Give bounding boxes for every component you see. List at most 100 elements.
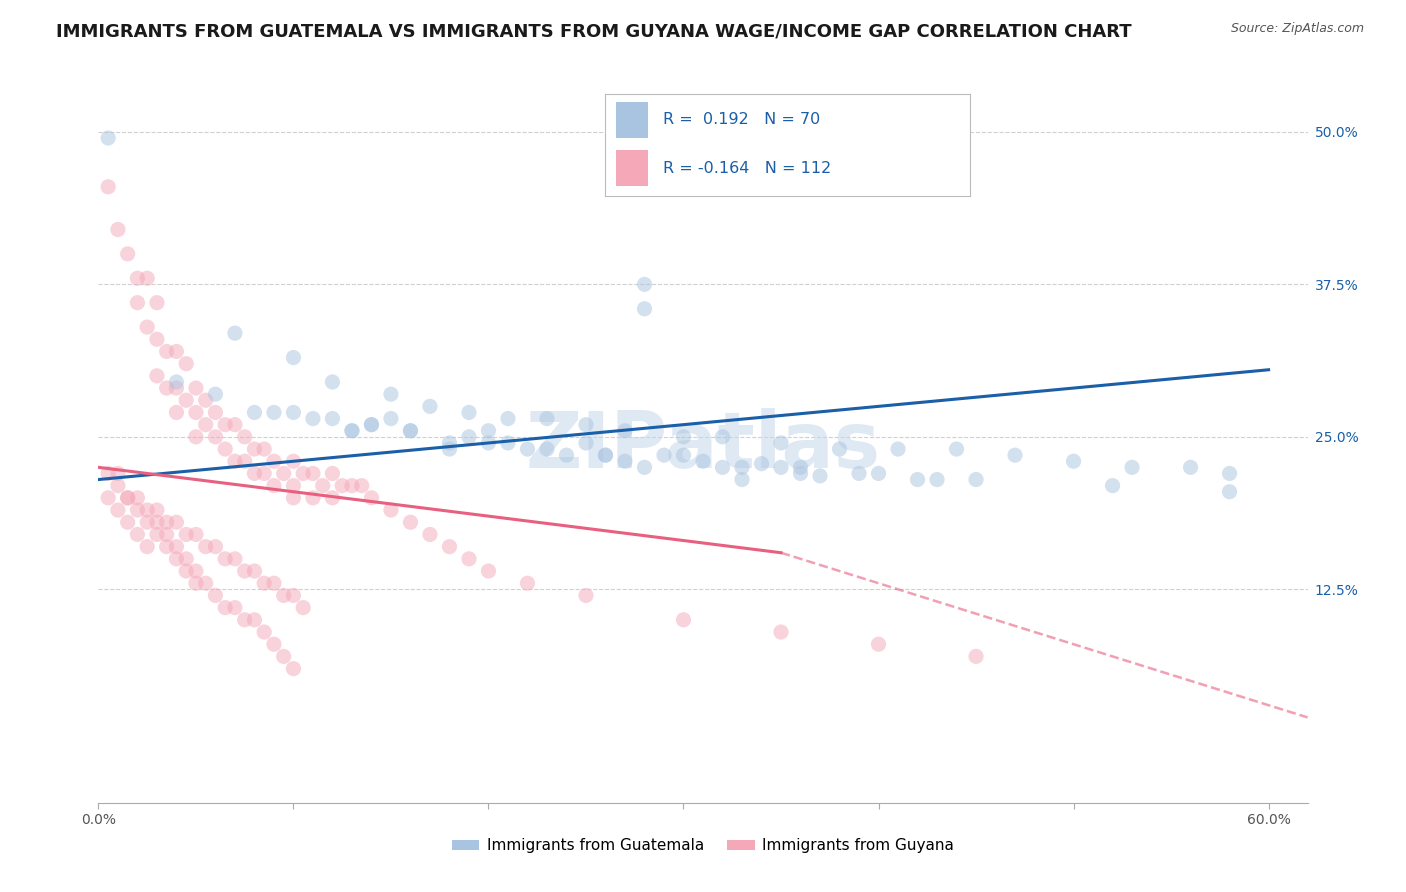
Point (127, 527, 149, 541)
Point (380, 387, 402, 401)
Text: R =  0.192   N = 70: R = 0.192 N = 70 (664, 112, 820, 128)
Point (243, 442, 266, 456)
Point (769, 625, 792, 640)
Point (214, 417, 236, 432)
Point (174, 564, 197, 578)
Point (887, 442, 910, 456)
Point (194, 540, 217, 554)
Point (165, 381, 187, 395)
Point (243, 613, 266, 627)
Point (614, 454, 637, 468)
Point (233, 454, 256, 468)
Point (945, 442, 967, 456)
Point (273, 467, 295, 481)
Point (321, 411, 343, 425)
Point (253, 576, 276, 591)
Point (146, 527, 169, 541)
Point (146, 368, 169, 383)
Point (184, 405, 207, 419)
Point (194, 393, 217, 408)
Point (253, 625, 276, 640)
Point (146, 503, 169, 517)
Point (214, 600, 236, 615)
Point (263, 454, 285, 468)
Point (97, 131, 120, 145)
Point (1180, 460, 1202, 475)
Point (965, 649, 987, 664)
Point (97, 467, 120, 481)
Point (165, 405, 187, 419)
Point (165, 375, 187, 389)
Point (224, 326, 246, 341)
Text: Source: ZipAtlas.com: Source: ZipAtlas.com (1230, 22, 1364, 36)
Point (136, 271, 159, 285)
Point (165, 540, 187, 554)
Point (97, 491, 120, 505)
Point (174, 527, 197, 541)
Point (204, 387, 226, 401)
Point (127, 503, 149, 517)
Point (330, 478, 353, 492)
Point (156, 527, 179, 541)
Point (516, 576, 538, 591)
Point (1004, 448, 1026, 462)
Point (536, 411, 558, 425)
Point (360, 417, 382, 432)
Point (731, 460, 754, 475)
Point (184, 527, 207, 541)
Point (107, 222, 129, 236)
Point (868, 637, 890, 651)
Point (283, 405, 305, 419)
Point (711, 430, 734, 444)
Point (146, 515, 169, 529)
Point (136, 540, 159, 554)
Point (595, 448, 617, 462)
Point (136, 515, 159, 529)
Point (243, 564, 266, 578)
Point (439, 540, 461, 554)
Point (97, 179, 120, 194)
Point (156, 515, 179, 529)
Point (360, 417, 382, 432)
Point (731, 473, 754, 487)
Point (204, 540, 226, 554)
Point (204, 430, 226, 444)
Point (419, 400, 441, 414)
Point (458, 551, 481, 566)
Point (516, 442, 538, 456)
Point (868, 467, 890, 481)
Point (136, 320, 159, 334)
Legend: Immigrants from Guatemala, Immigrants from Guyana: Immigrants from Guatemala, Immigrants fr… (446, 832, 960, 859)
Point (808, 469, 831, 483)
Point (302, 491, 325, 505)
Point (243, 405, 266, 419)
Point (672, 430, 695, 444)
Point (263, 576, 285, 591)
Point (127, 271, 149, 285)
Point (477, 564, 499, 578)
Point (672, 448, 695, 462)
Point (633, 460, 655, 475)
Point (439, 442, 461, 456)
Text: ZIPatlas: ZIPatlas (526, 408, 880, 484)
Point (399, 424, 422, 438)
Point (233, 613, 256, 627)
Point (224, 417, 246, 432)
Point (165, 344, 187, 359)
Point (224, 551, 246, 566)
Point (263, 478, 285, 492)
Point (174, 357, 197, 371)
Point (925, 473, 948, 487)
Point (340, 478, 363, 492)
Point (595, 448, 617, 462)
Point (214, 551, 236, 566)
Point (117, 247, 139, 261)
Point (340, 424, 363, 438)
Point (350, 478, 373, 492)
Point (848, 467, 870, 481)
Point (174, 551, 197, 566)
Point (127, 295, 149, 310)
Point (292, 600, 315, 615)
Point (107, 478, 129, 492)
Point (117, 515, 139, 529)
